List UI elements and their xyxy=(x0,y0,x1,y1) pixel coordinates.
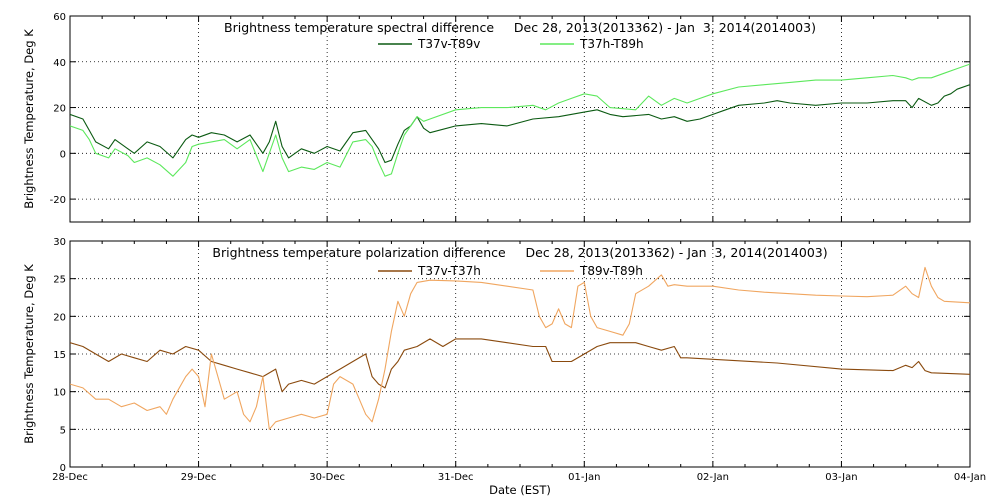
y-tick-label: 40 xyxy=(53,58,66,69)
x-tick-label: 30-Dec xyxy=(309,472,345,483)
y-tick-label: 20 xyxy=(53,104,66,115)
series-line-1 xyxy=(70,84,970,164)
chart-title: Brightness temperature spectral differen… xyxy=(224,20,816,35)
series-line-1 xyxy=(70,338,970,393)
y-tick-label: 15 xyxy=(53,350,66,361)
y-tick-label: 0 xyxy=(60,463,66,474)
y-tick-label: 60 xyxy=(53,12,66,23)
series-line-2 xyxy=(70,63,970,177)
series-line-2 xyxy=(70,266,970,430)
x-tick-label: 28-Dec xyxy=(52,472,88,483)
y-tick-label: 30 xyxy=(53,237,66,248)
legend-label: T37v-T89v xyxy=(417,37,480,51)
x-tick-label: 04-Jan xyxy=(954,472,986,483)
x-axis-label: Date (EST) xyxy=(489,483,551,497)
y-axis-label: Brightness Temperature, Deg K xyxy=(22,29,36,209)
y-tick-label: 25 xyxy=(53,275,66,286)
x-tick-label: 31-Dec xyxy=(438,472,474,483)
chart-title: Brightness temperature polarization diff… xyxy=(212,245,827,260)
x-tick-label: 01-Jan xyxy=(568,472,600,483)
chart-panel-2: 28-Dec 29-Dec 30-Dec 31-Dec 01-Jan 02-Jan 03-J… xyxy=(22,237,986,497)
y-tick-label: 5 xyxy=(60,425,66,436)
y-tick-label: 0 xyxy=(60,149,66,160)
legend-label: T37h-T89h xyxy=(579,37,644,51)
legend-label: T89v-T89h xyxy=(579,264,643,278)
x-tick-label: 02-Jan xyxy=(697,472,729,483)
x-tick-label: 03-Jan xyxy=(825,472,857,483)
y-axis-label: Brightness Temperature, Deg K xyxy=(22,264,36,444)
y-tick-label: -20 xyxy=(50,195,66,206)
y-tick-label: 10 xyxy=(53,388,66,399)
legend-label: T37v-T37h xyxy=(417,264,481,278)
plot-frame xyxy=(69,15,971,223)
y-tick-label: 20 xyxy=(53,312,66,323)
x-tick-label: 29-Dec xyxy=(181,472,217,483)
chart-panel-1: -20 0 20 40 60 Brightness Temperature, Deg K B… xyxy=(22,12,971,223)
